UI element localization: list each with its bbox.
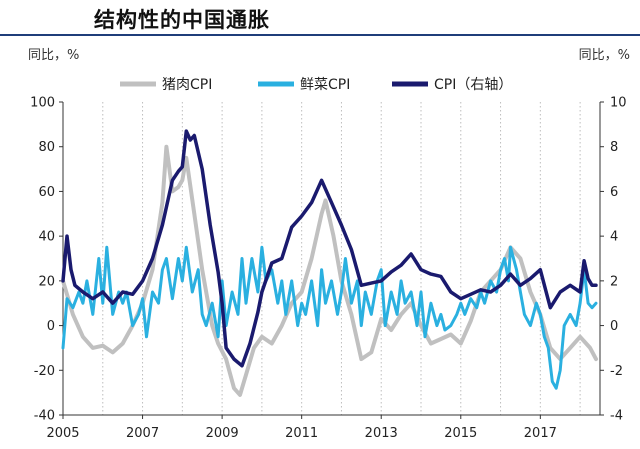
y-tick-label-right: 6 [610, 185, 618, 200]
y-tick-label-left: 0 [47, 319, 55, 334]
x-tick-label: 2011 [285, 426, 318, 441]
x-tick-label: 2013 [365, 426, 398, 441]
y-axis-right-unit: 同比，% [578, 48, 630, 63]
y-tick-label-left: 80 [38, 140, 55, 155]
y-tick-label-right: -2 [610, 364, 623, 379]
page-title: 结构性的中国通胀 [94, 8, 270, 32]
series-line-2 [61, 245, 598, 390]
y-tick-label-right: 4 [610, 230, 618, 245]
legend-label: 猪肉CPI [162, 77, 212, 93]
legend-label: CPI（右轴） [434, 77, 512, 93]
y-tick-label-right: 2 [610, 274, 618, 289]
title-bar: 结构性的中国通胀 [0, 0, 640, 36]
series-line-3 [61, 129, 598, 368]
y-tick-label-right: 8 [610, 140, 618, 155]
y-tick-label-right: -4 [610, 409, 623, 424]
axes [59, 101, 604, 419]
y-axis-left-unit: 同比，% [28, 48, 80, 63]
legend-label: 鲜菜CPI [300, 77, 350, 93]
y-tick-label-right: 0 [610, 319, 618, 334]
x-tick-label: 2017 [524, 426, 557, 441]
y-tick-label-left: 40 [38, 230, 55, 245]
x-tick-label: 2005 [46, 426, 79, 441]
legend: 猪肉CPI 鲜菜CPI CPI（右轴） [120, 77, 512, 93]
y-tick-label-left: -20 [34, 364, 55, 379]
x-tick-label: 2007 [126, 426, 159, 441]
x-tick-label: 2009 [206, 426, 239, 441]
y-tick-label-left: 20 [38, 274, 55, 289]
y-tick-label-left: 60 [38, 185, 55, 200]
y-tick-label-left: 100 [30, 96, 55, 111]
y-tick-label-left: -40 [34, 409, 55, 424]
x-tick-label: 2015 [444, 426, 477, 441]
series-lines [61, 129, 598, 397]
y-tick-label-right: 10 [610, 96, 627, 111]
